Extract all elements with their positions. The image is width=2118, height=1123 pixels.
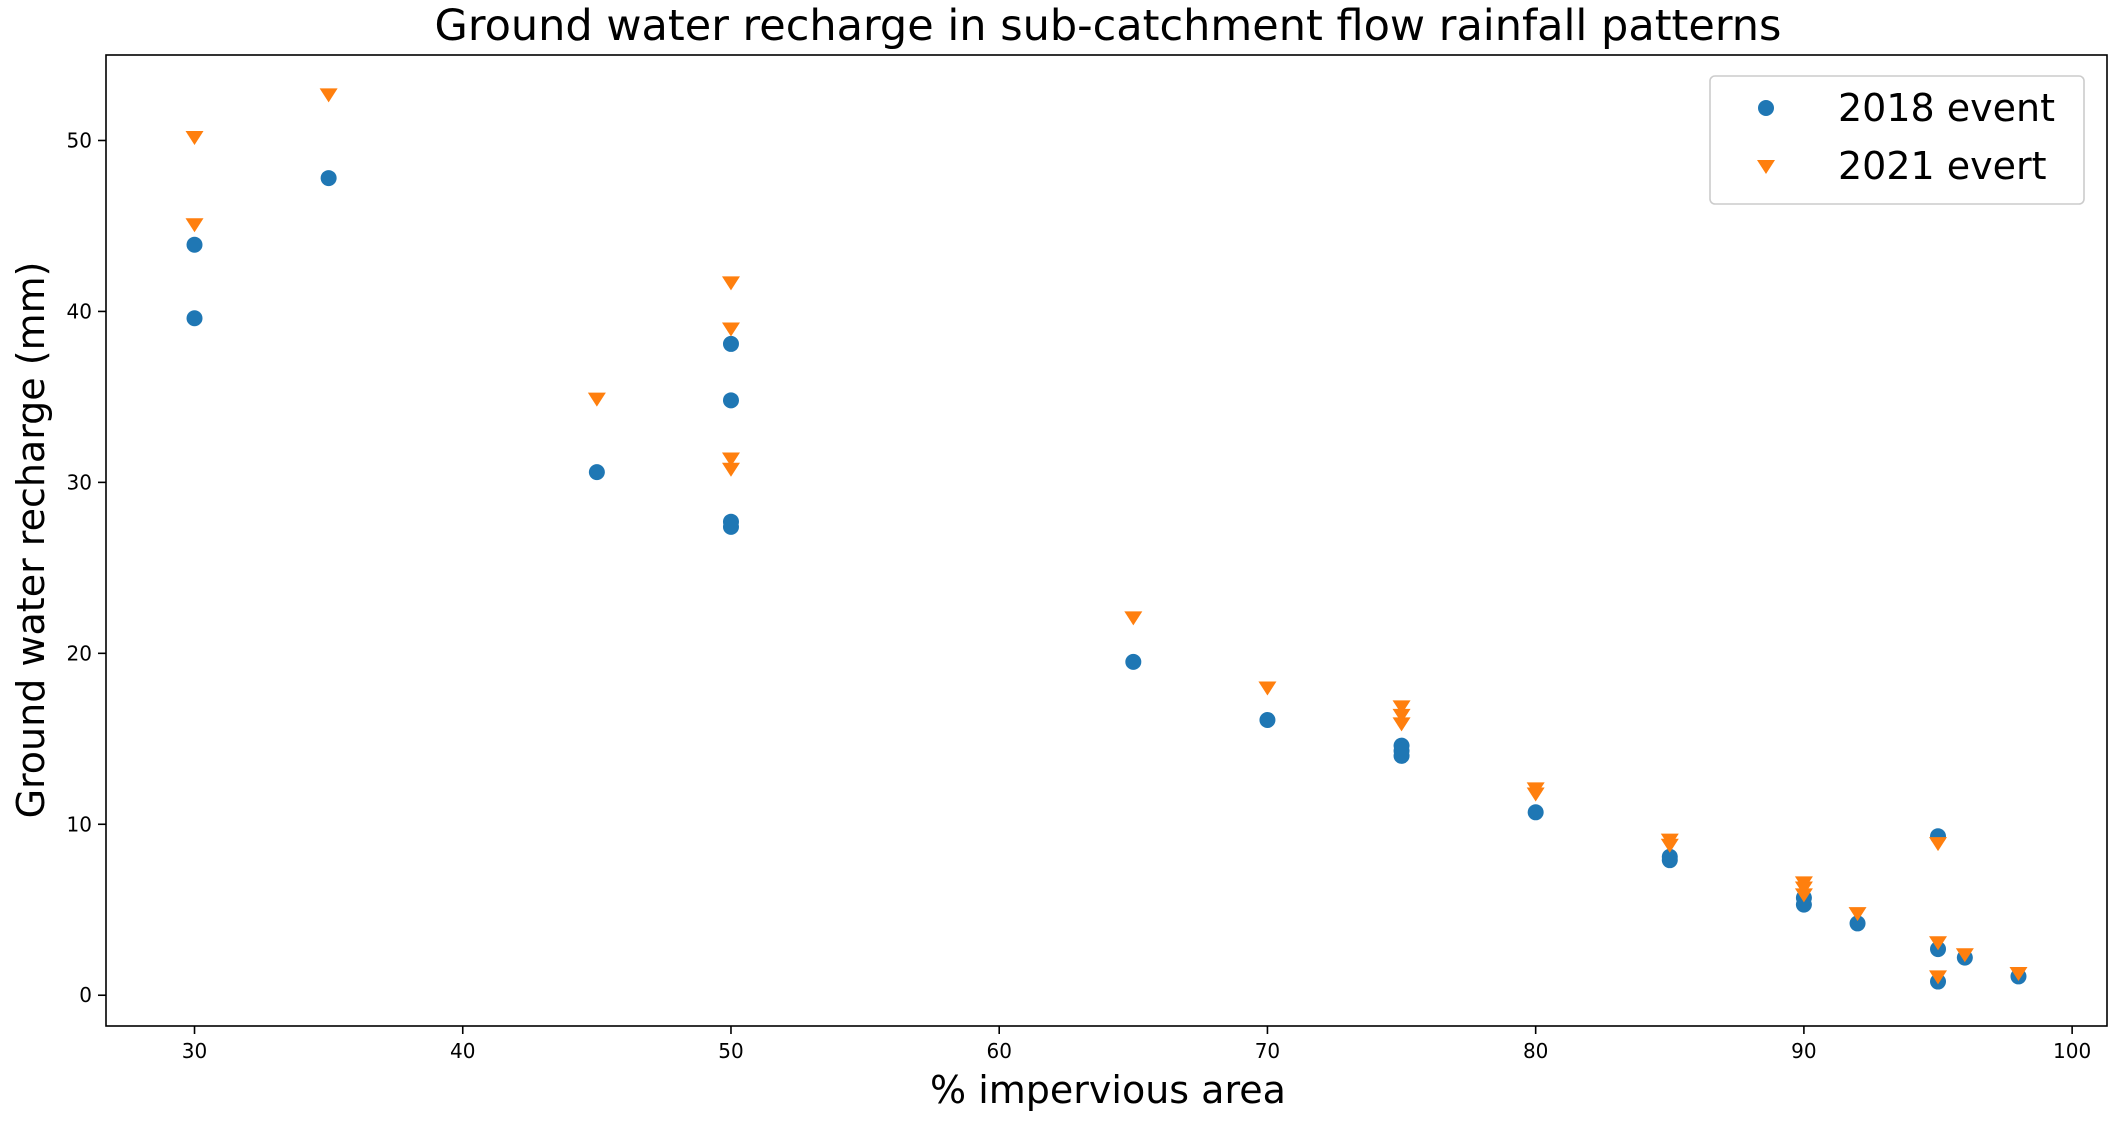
legend-marker bbox=[1758, 100, 1774, 116]
data-point-2018 bbox=[320, 170, 337, 187]
y-tick-label: 20 bbox=[67, 641, 92, 665]
data-point-2018 bbox=[1661, 852, 1678, 869]
data-point-2021 bbox=[1660, 838, 1679, 853]
x-tick-label: 60 bbox=[986, 1039, 1011, 1063]
data-point-2018 bbox=[1849, 915, 1866, 932]
data-point-2018 bbox=[722, 392, 739, 409]
y-tick-label: 10 bbox=[67, 812, 92, 836]
data-point-2021 bbox=[1929, 837, 1948, 852]
data-point-2018 bbox=[1527, 804, 1544, 821]
y-tick-label: 0 bbox=[79, 983, 92, 1007]
data-point-2018 bbox=[722, 518, 739, 535]
x-axis: 30 40 50 60 70 80 90 100 bbox=[182, 1026, 2091, 1063]
data-point-2021 bbox=[1258, 681, 1277, 696]
data-markers bbox=[185, 88, 2028, 990]
legend-marker bbox=[1757, 160, 1775, 174]
data-point-2021 bbox=[1794, 888, 1813, 903]
y-tick-label: 40 bbox=[67, 299, 92, 323]
x-tick-label: 50 bbox=[718, 1039, 743, 1063]
data-point-2018 bbox=[186, 236, 203, 253]
x-axis-label: % impervious area bbox=[930, 1068, 1286, 1112]
data-point-2021 bbox=[721, 462, 740, 477]
legend-label: 2021 evert bbox=[1838, 144, 2047, 188]
data-point-2018 bbox=[186, 310, 203, 327]
x-tick-label: 100 bbox=[2053, 1039, 2091, 1063]
x-tick-label: 30 bbox=[182, 1039, 207, 1063]
y-axis-label: Ground water recharge (mm) bbox=[9, 262, 53, 819]
y-axis: 0 10 20 30 40 50 bbox=[67, 128, 106, 1007]
data-point-2021 bbox=[1526, 787, 1545, 802]
y-tick-label: 50 bbox=[67, 128, 92, 152]
x-tick-label: 90 bbox=[1791, 1039, 1816, 1063]
data-point-2021 bbox=[721, 322, 740, 337]
data-point-2018 bbox=[1795, 896, 1812, 913]
data-point-2021 bbox=[1955, 948, 1974, 963]
data-point-2021 bbox=[1392, 717, 1411, 732]
data-point-2021 bbox=[721, 452, 740, 467]
data-point-2021 bbox=[721, 276, 740, 291]
data-point-2021 bbox=[1929, 936, 1948, 951]
data-point-2021 bbox=[1929, 970, 1948, 985]
data-point-2021 bbox=[319, 88, 338, 103]
data-point-2021 bbox=[587, 392, 606, 407]
data-point-2021 bbox=[1392, 700, 1411, 715]
data-point-2018 bbox=[1393, 747, 1410, 764]
legend: 2018 event 2021 evert bbox=[1709, 75, 2085, 205]
data-point-2021 bbox=[185, 131, 204, 146]
legend-label: 2018 event bbox=[1838, 86, 2055, 130]
data-point-2021 bbox=[1124, 611, 1143, 626]
x-tick-label: 80 bbox=[1523, 1039, 1548, 1063]
data-point-2021 bbox=[1848, 907, 1867, 922]
data-point-2018 bbox=[1259, 711, 1276, 728]
x-tick-label: 70 bbox=[1255, 1039, 1280, 1063]
plot-area bbox=[105, 54, 2108, 1027]
data-point-2018 bbox=[588, 464, 605, 481]
data-point-2021 bbox=[185, 218, 204, 233]
data-point-2021 bbox=[1392, 708, 1411, 723]
y-tick-label: 30 bbox=[67, 470, 92, 494]
x-tick-label: 40 bbox=[450, 1039, 475, 1063]
chart-title: Ground water recharge in sub-catchment f… bbox=[435, 1, 1782, 51]
legend-box bbox=[1709, 75, 2085, 205]
data-point-2021 bbox=[2009, 967, 2028, 982]
data-point-2018 bbox=[1125, 653, 1142, 670]
data-point-2018 bbox=[722, 335, 739, 352]
